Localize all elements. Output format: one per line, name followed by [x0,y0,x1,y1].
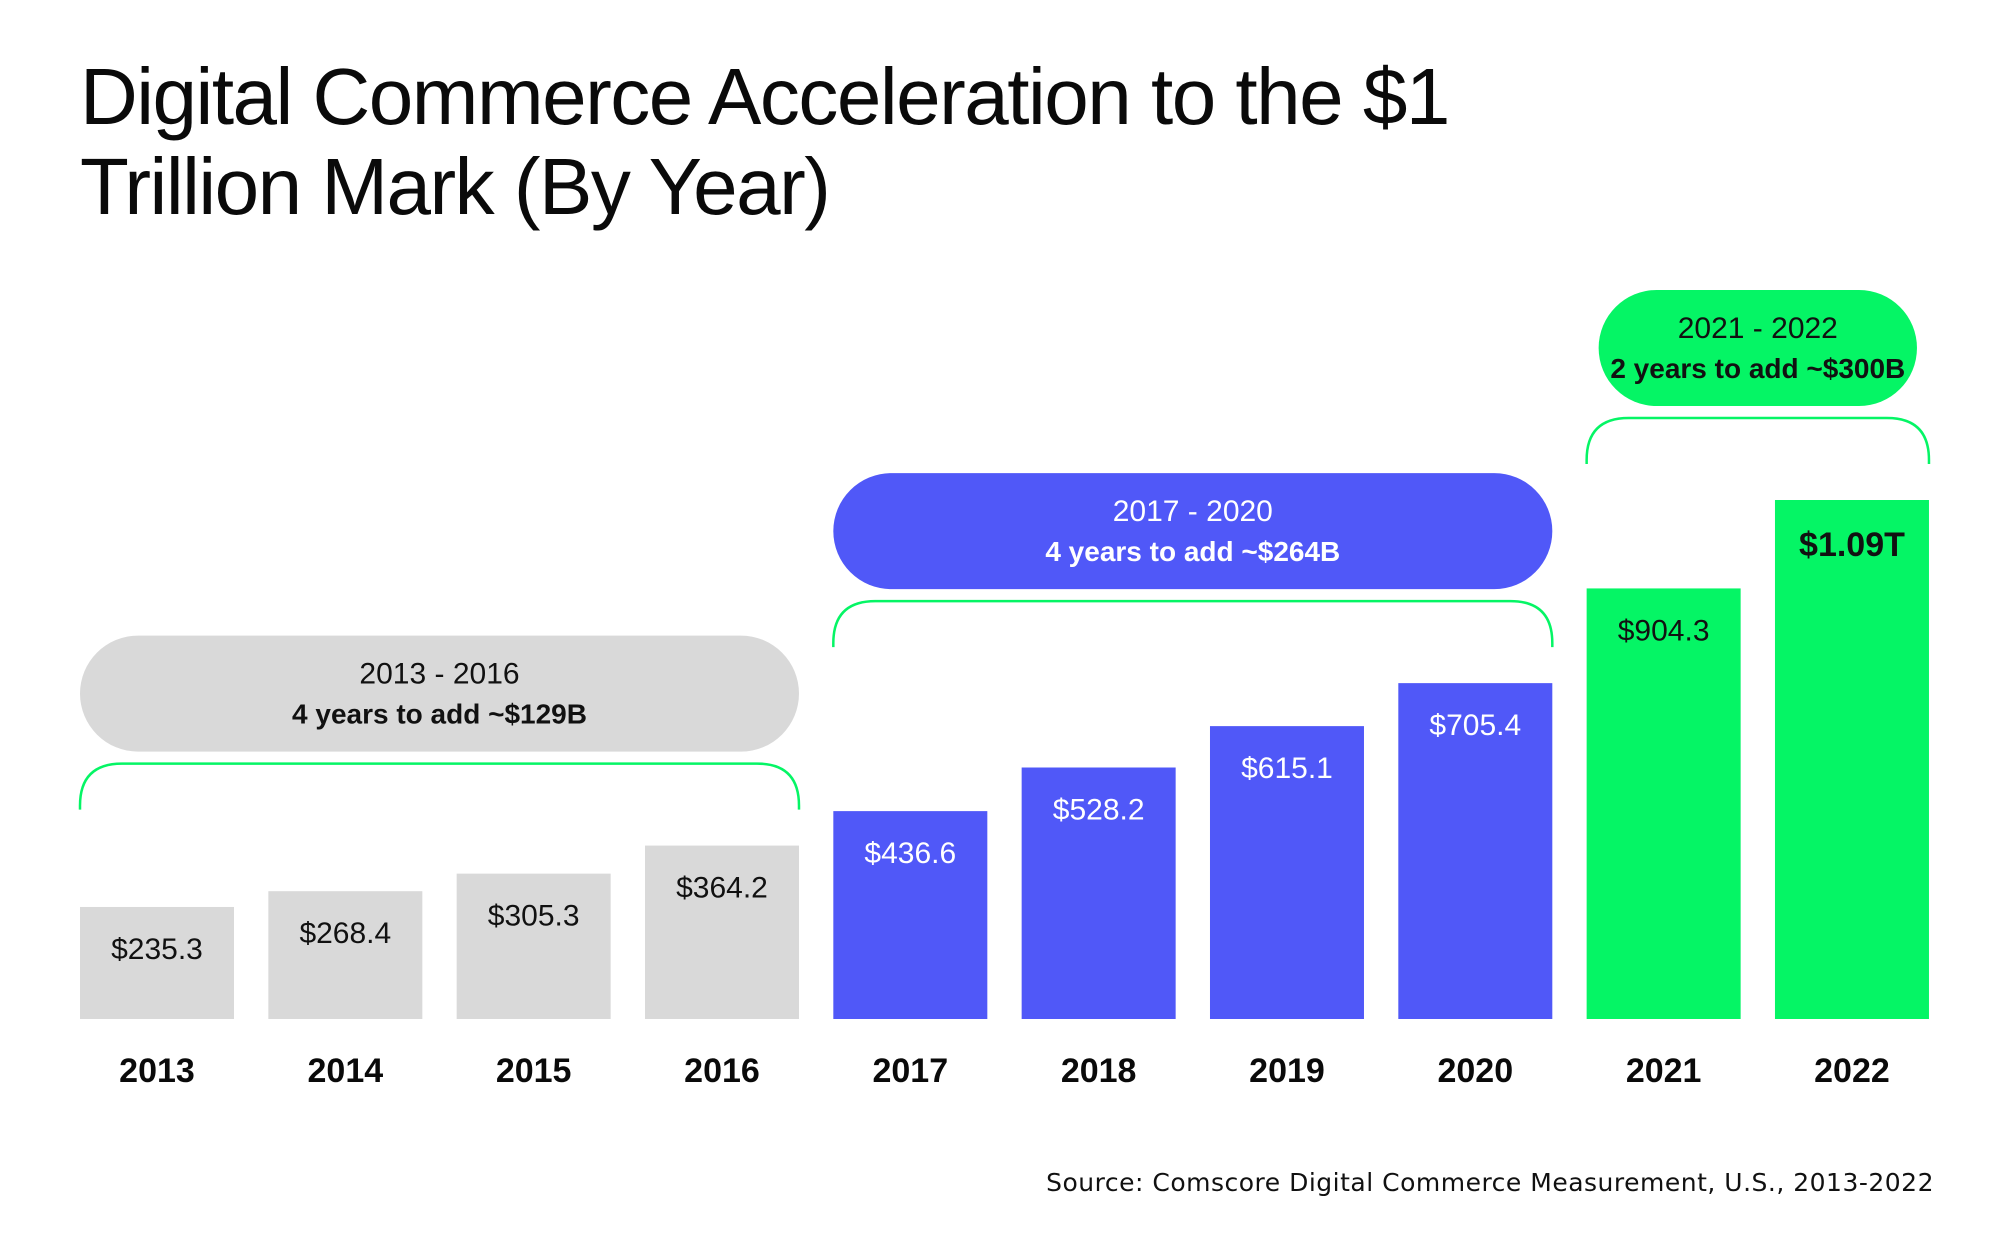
group-bracket-0 [78,762,801,810]
x-tick-label-2018: 2018 [1061,1052,1137,1090]
bar-2016 [644,845,799,1019]
bar-2019 [1209,726,1364,1019]
bar-2015 [456,873,611,1019]
bar-2018 [1021,767,1176,1019]
group-period-label: 2017 - 2020 [1113,495,1273,528]
bar-2021 [1586,588,1741,1019]
x-tick-label-2014: 2014 [308,1052,384,1090]
bars [80,500,1929,1019]
bar-2013 [80,906,234,1019]
x-tick-label-2016: 2016 [684,1052,760,1090]
x-tick-label-2017: 2017 [872,1052,948,1090]
x-tick-label-2021: 2021 [1626,1052,1702,1090]
value-label-2020: $705.4 [1429,709,1521,742]
value-label-2019: $615.1 [1241,752,1333,785]
x-tick-label-2022: 2022 [1814,1052,1890,1090]
x-tick-label-2015: 2015 [496,1052,572,1090]
group-note-label: 4 years to add ~$264B [1045,536,1340,567]
source-note: Source: Comscore Digital Commerce Measur… [1046,1168,1934,1197]
value-label-2022: $1.09T [1799,526,1905,564]
value-labels: $235.3 $268.4 $305.3 $364.2 $436.6 $528.2 $615… [111,526,1905,966]
bar-2022 [1774,500,1929,1019]
group-note-label: 2 years to add ~$300B [1610,353,1905,384]
value-label-2014: $268.4 [299,917,391,950]
group-note-label: 4 years to add ~$129B [292,699,587,730]
x-tick-label-2020: 2020 [1437,1052,1513,1090]
value-label-2021: $904.3 [1618,614,1710,647]
chart-title: Digital Commerce Acceleration to the $1 … [80,52,1450,231]
x-tick-label-2019: 2019 [1249,1052,1325,1090]
value-label-2013: $235.3 [111,933,203,966]
bar-2014 [268,891,423,1019]
bar-2017 [833,811,988,1019]
value-label-2017: $436.6 [864,837,956,870]
x-axis-tick-labels: 2013 2014 2015 2016 2017 2018 2019 2020 2021 2022 [119,1052,1890,1090]
bar-2020 [1398,683,1553,1019]
group-bracket-2 [1585,416,1931,464]
group-bracket-1 [832,599,1554,648]
group-pill-0 [80,635,799,752]
group-pill-1 [833,473,1553,590]
x-tick-label-2013: 2013 [119,1052,195,1090]
value-label-2015: $305.3 [488,900,580,933]
group-pill-2 [1598,290,1917,406]
group-period-label: 2013 - 2016 [359,658,519,691]
value-label-2018: $528.2 [1053,793,1145,826]
group-annotations: 2013 - 2016 4 years to add ~$129B 2017 - 2… [78,290,1931,810]
group-period-label: 2021 - 2022 [1678,312,1838,345]
value-label-2016: $364.2 [676,872,768,905]
